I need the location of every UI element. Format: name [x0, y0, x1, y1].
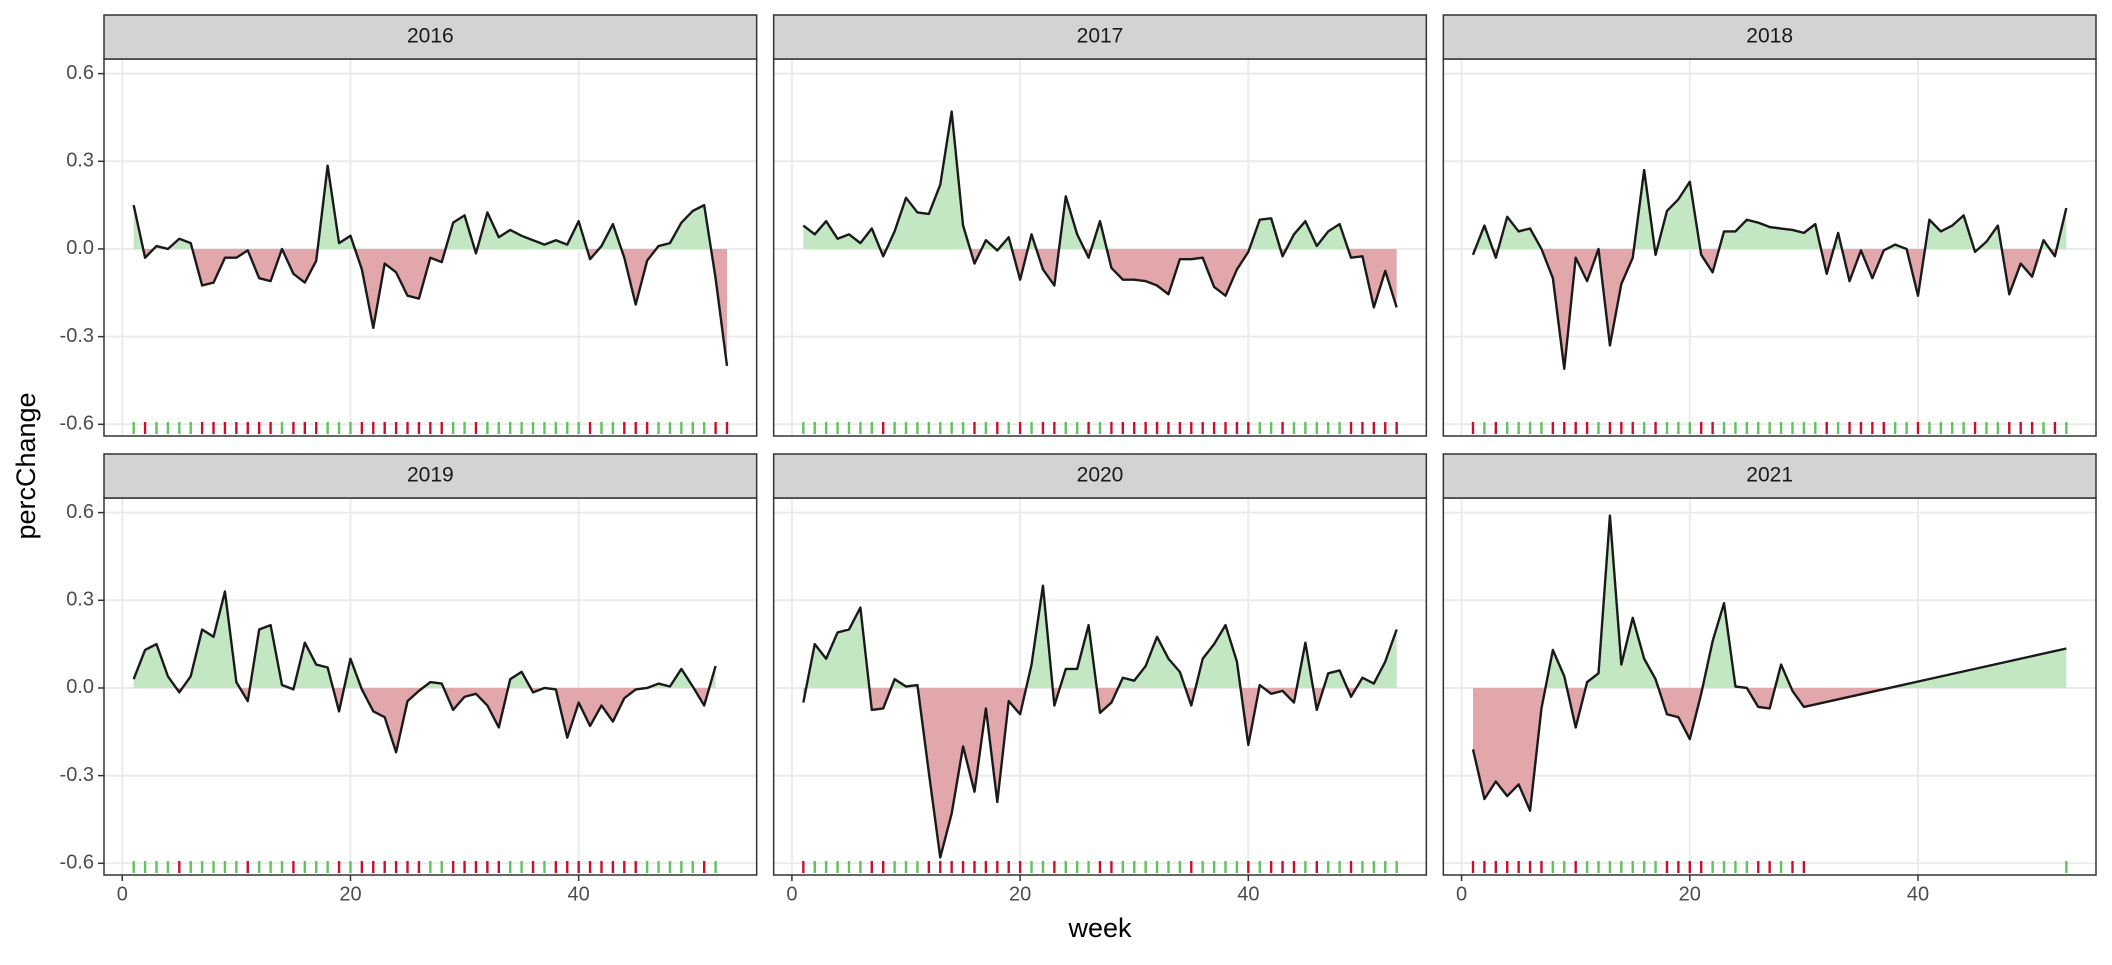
- line: [132, 164, 729, 367]
- strip: [1442, 14, 2097, 60]
- strip-title: 2018: [1746, 25, 1793, 48]
- x-axis-title: week: [1067, 913, 1132, 943]
- y-tick-label: 0.6: [66, 501, 94, 523]
- area-negative: [176, 687, 710, 753]
- area-positive: [1473, 170, 2067, 249]
- area-negative: [803, 687, 1357, 858]
- x-tick-label: 0: [1456, 883, 1467, 905]
- area-positive: [133, 591, 716, 688]
- strip-title: 2016: [407, 25, 454, 48]
- y-tick-label: 0.3: [66, 589, 94, 611]
- x-tick-label: 20: [339, 883, 361, 905]
- line: [1471, 514, 2067, 812]
- strip-title: 2019: [407, 464, 454, 487]
- strip-title: 2020: [1077, 464, 1124, 487]
- y-axis-title: percChange: [11, 392, 41, 539]
- line: [132, 590, 717, 754]
- line: [802, 110, 1398, 309]
- panel-background: [104, 59, 757, 436]
- y-tick-label: 0.6: [66, 62, 94, 84]
- y-tick-label: -0.6: [60, 852, 94, 874]
- strip: [772, 453, 1428, 499]
- strip-title: 2017: [1077, 25, 1124, 48]
- panel-background: [773, 498, 1427, 875]
- y-tick-label: 0.0: [66, 676, 94, 698]
- area-negative: [143, 248, 727, 366]
- x-tick-label: 0: [786, 883, 797, 905]
- y-tick-label: 0.3: [66, 150, 94, 172]
- strip: [103, 14, 758, 60]
- area-positive: [133, 165, 727, 249]
- x-tick-label: 20: [1009, 883, 1031, 905]
- area-positive: [1473, 515, 2067, 688]
- line: [802, 584, 1398, 859]
- y-tick-label: -0.3: [60, 325, 94, 347]
- x-tick-label: 40: [568, 883, 590, 905]
- y-tick-label: -0.3: [60, 764, 94, 786]
- x-tick-label: 40: [1237, 883, 1259, 905]
- area-positive: [803, 585, 1397, 688]
- line: [1471, 168, 2068, 370]
- x-tick-label: 0: [117, 883, 128, 905]
- area-negative: [880, 248, 1397, 308]
- area-positive: [803, 111, 1397, 249]
- strip: [103, 453, 758, 499]
- y-tick-label: -0.6: [60, 413, 94, 435]
- strip-title: 2021: [1746, 464, 1793, 487]
- area-negative: [1473, 248, 2057, 369]
- x-tick-label: 40: [1907, 883, 1929, 905]
- strip: [1442, 453, 2097, 499]
- x-tick-label: 20: [1679, 883, 1701, 905]
- y-tick-label: 0.0: [66, 237, 94, 259]
- strip: [772, 14, 1428, 60]
